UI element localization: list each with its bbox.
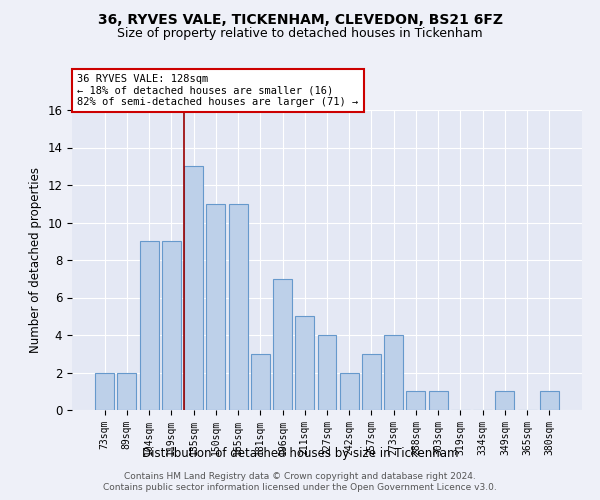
Bar xyxy=(384,335,403,410)
Bar xyxy=(540,391,559,410)
Bar xyxy=(229,204,248,410)
Bar xyxy=(206,204,225,410)
Bar xyxy=(340,372,359,410)
Bar xyxy=(95,372,114,410)
Bar xyxy=(317,335,337,410)
Bar xyxy=(140,242,158,410)
Bar xyxy=(251,354,270,410)
Bar xyxy=(406,391,425,410)
Bar xyxy=(184,166,203,410)
Bar xyxy=(496,391,514,410)
Bar xyxy=(362,354,381,410)
Bar xyxy=(429,391,448,410)
Y-axis label: Number of detached properties: Number of detached properties xyxy=(29,167,42,353)
Bar xyxy=(273,279,292,410)
Text: 36 RYVES VALE: 128sqm
← 18% of detached houses are smaller (16)
82% of semi-deta: 36 RYVES VALE: 128sqm ← 18% of detached … xyxy=(77,74,358,107)
Bar xyxy=(162,242,181,410)
Text: 36, RYVES VALE, TICKENHAM, CLEVEDON, BS21 6FZ: 36, RYVES VALE, TICKENHAM, CLEVEDON, BS2… xyxy=(97,12,503,26)
Text: Size of property relative to detached houses in Tickenham: Size of property relative to detached ho… xyxy=(117,28,483,40)
Text: Contains HM Land Registry data © Crown copyright and database right 2024.: Contains HM Land Registry data © Crown c… xyxy=(124,472,476,481)
Text: Contains public sector information licensed under the Open Government Licence v3: Contains public sector information licen… xyxy=(103,484,497,492)
Bar xyxy=(295,316,314,410)
Bar xyxy=(118,372,136,410)
Text: Distribution of detached houses by size in Tickenham: Distribution of detached houses by size … xyxy=(142,448,458,460)
